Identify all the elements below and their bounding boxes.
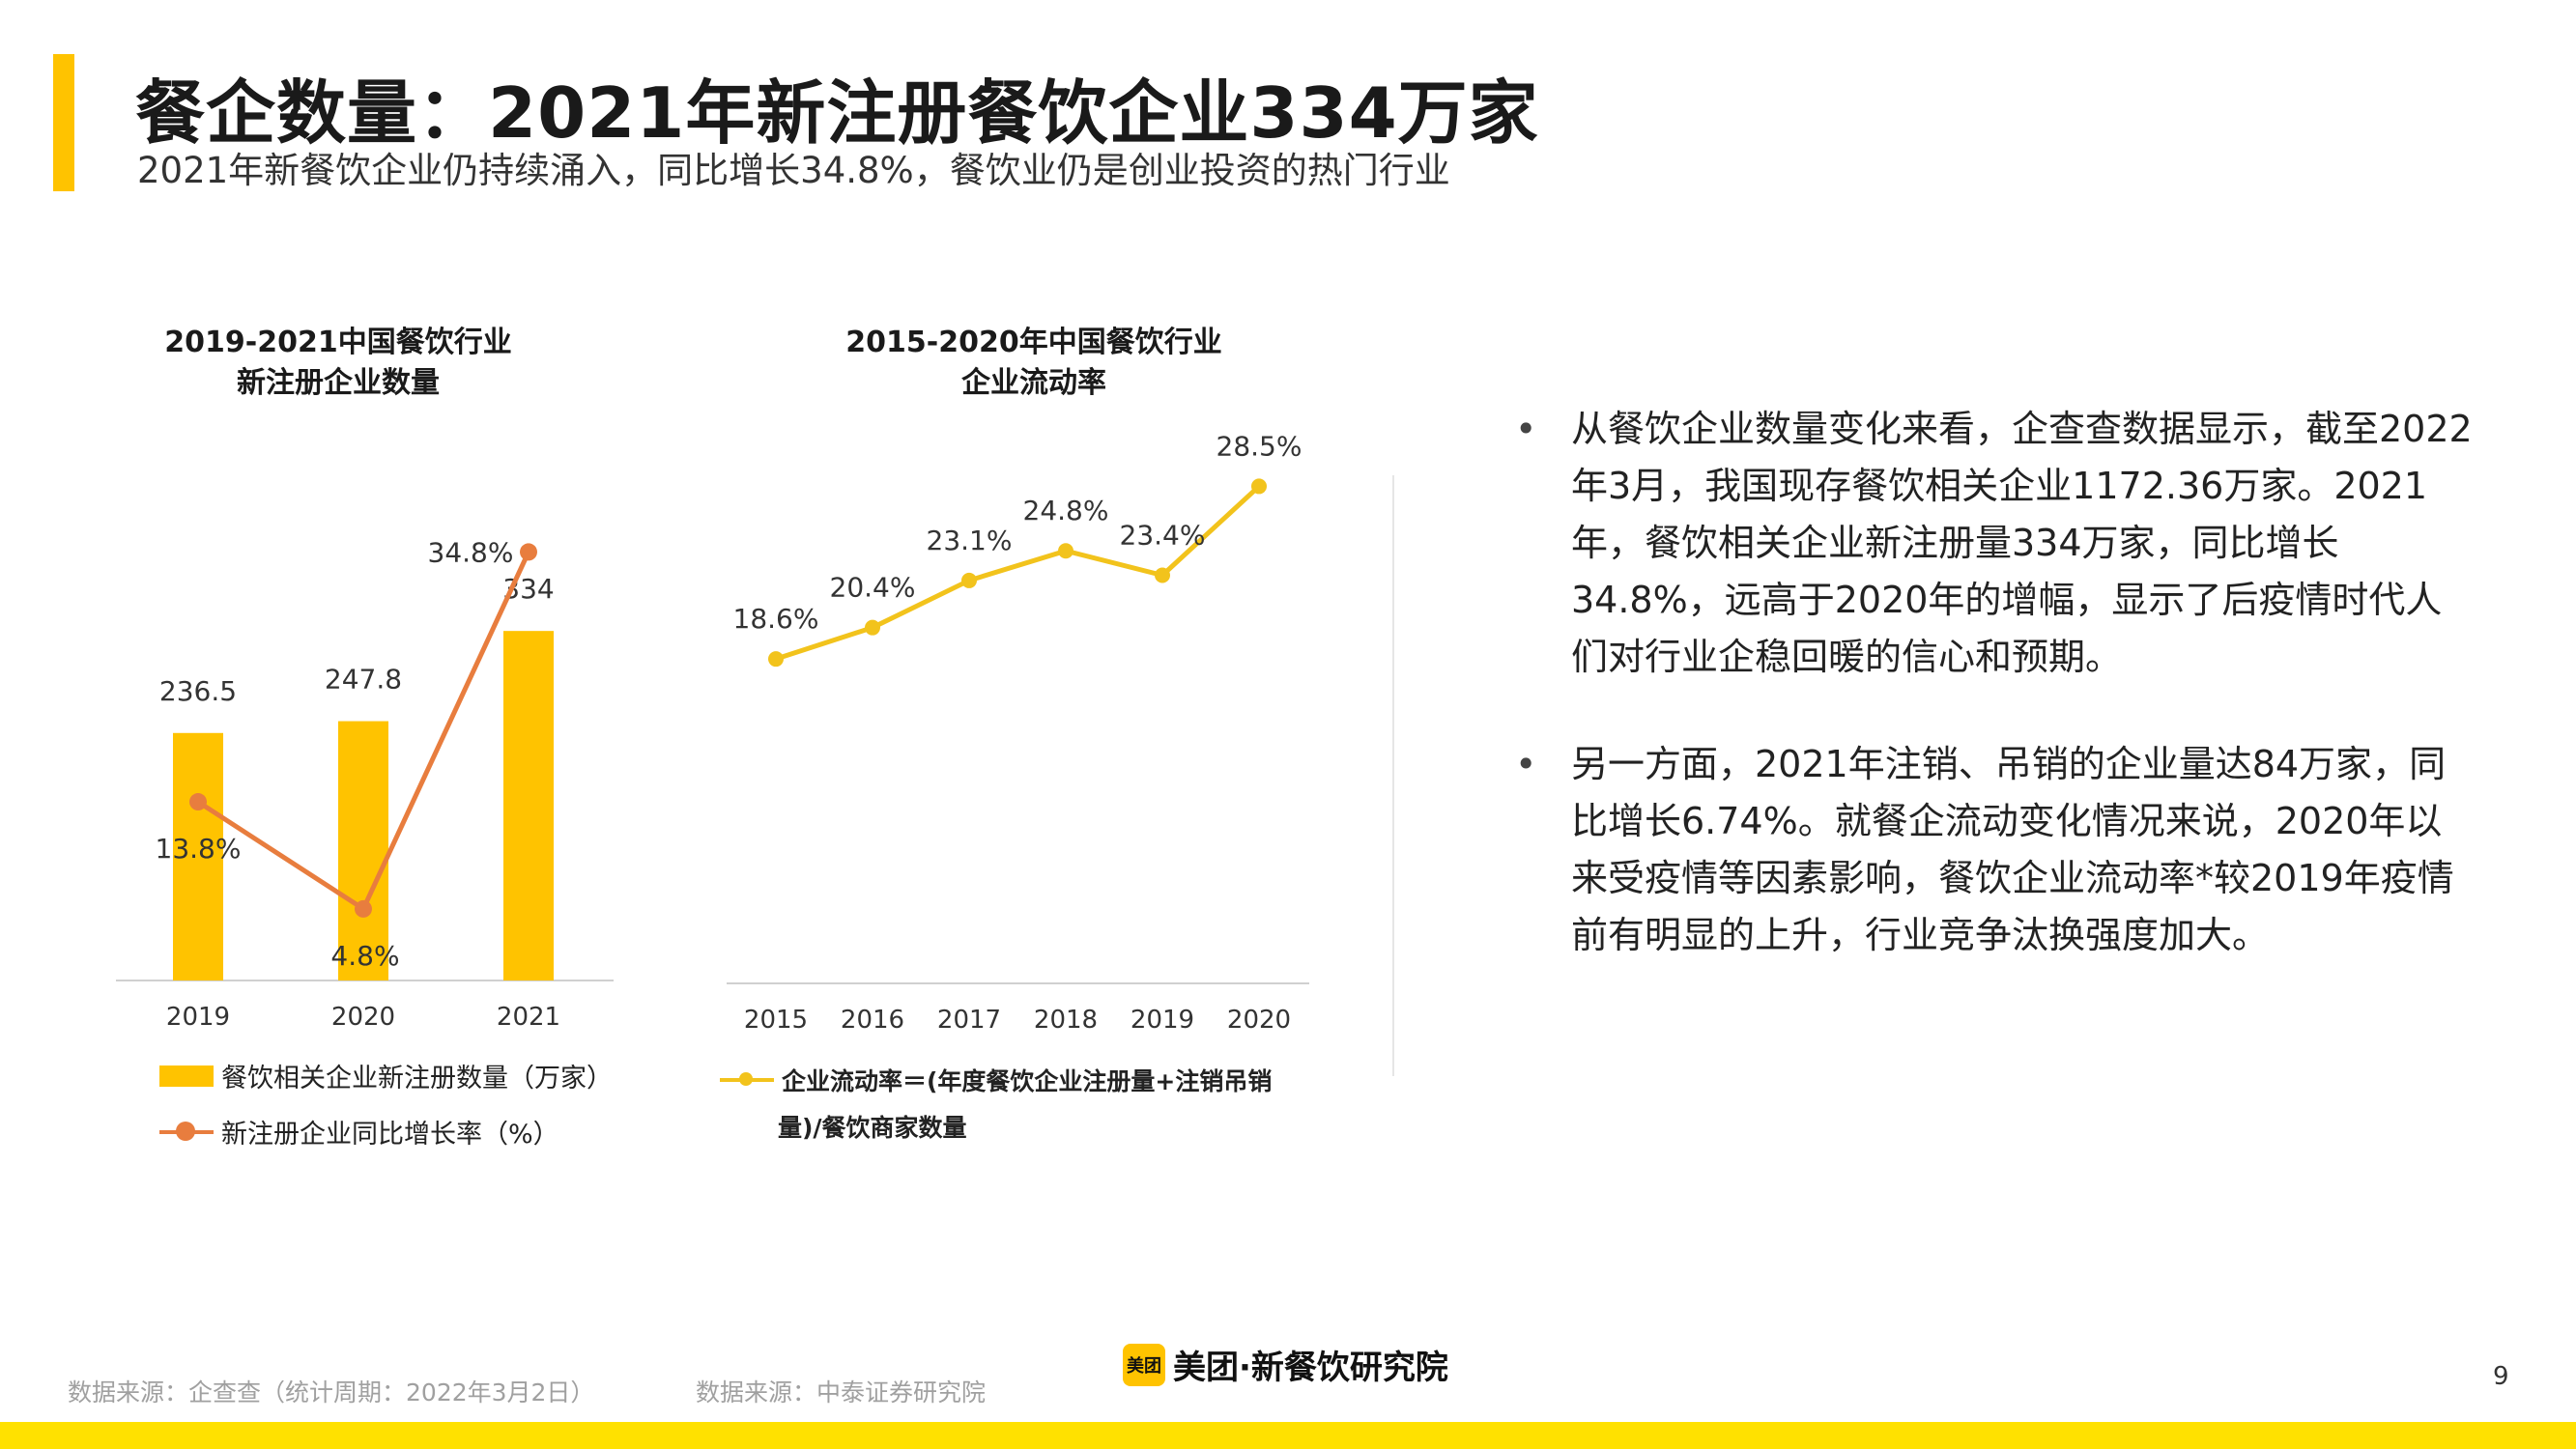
- chart1-title: 2019-2021中国餐饮行业 新注册企业数量: [116, 323, 560, 404]
- chart2-point: [961, 572, 977, 588]
- chart2-title-line2: 企业流动率: [961, 366, 1106, 400]
- chart2-x-tick: 2020: [1227, 1006, 1291, 1035]
- bullet-list: • 从餐饮企业数量变化来看，企查查数据显示，截至2022年3月，我国现存餐饮相关…: [1507, 401, 2474, 1014]
- chart1-legend-line: 新注册企业同比增长率（%）: [159, 1113, 559, 1151]
- chart2-point: [1251, 478, 1267, 495]
- footer-accent-bar: [0, 1422, 2576, 1449]
- chart1-growth-point: [189, 793, 207, 811]
- chart2-point: [768, 651, 784, 668]
- bullet-marker: •: [1515, 743, 1537, 785]
- chart1-legend-line-label: 新注册企业同比增长率（%）: [221, 1120, 559, 1150]
- bullet-text: 另一方面，2021年注销、吊销的企业量达84万家，同比增长6.74%。就餐企流动…: [1571, 743, 2454, 956]
- title-accent-bar: [53, 54, 74, 191]
- chart2-point-label: 20.4%: [830, 572, 916, 604]
- bullet-item: • 另一方面，2021年注销、吊销的企业量达84万家，同比增长6.74%。就餐企…: [1507, 736, 2474, 964]
- chart2-legend-label: 企业流动率＝(年度餐饮企业注册量+注销吊销: [782, 1067, 1273, 1095]
- chart1-title-line2: 新注册企业数量: [237, 366, 440, 400]
- bullet-marker: •: [1515, 408, 1537, 450]
- legend-bar-swatch: [159, 1065, 214, 1087]
- chart1-x-tick: 2019: [166, 1003, 230, 1032]
- chart2-x-tick: 2017: [937, 1006, 1001, 1035]
- chart1-x-tick: 2020: [331, 1003, 395, 1032]
- chart2-legend-label-cont: 量)/餐饮商家数量: [778, 1114, 967, 1142]
- chart2-point-label: 18.6%: [733, 603, 819, 635]
- legend-line-swatch: [720, 1067, 774, 1093]
- chart2-x-tick: 2016: [841, 1006, 904, 1035]
- chart1-growth-point: [520, 543, 537, 561]
- page-subtitle: 2021年新餐饮企业仍持续涌入，同比增长34.8%，餐饮业仍是创业投资的热门行业: [137, 150, 1450, 191]
- legend-line-swatch: [159, 1120, 214, 1145]
- data-source-right: 数据来源：中泰证券研究院: [696, 1378, 987, 1406]
- chart1-growth-label: 4.8%: [330, 940, 399, 972]
- chart1-growth-label: 34.8%: [428, 536, 514, 568]
- chart1-bar-label: 236.5: [159, 675, 237, 707]
- chart1-legend-bar-label: 餐饮相关企业新注册数量（万家）: [221, 1064, 613, 1094]
- brand-text: 美团·新餐饮研究院: [1173, 1349, 1448, 1387]
- chart2-point: [1058, 543, 1073, 559]
- bullet-text: 从餐饮企业数量变化来看，企查查数据显示，截至2022年3月，我国现存餐饮相关企业…: [1571, 408, 2473, 678]
- chart2-point-label: 23.4%: [1120, 520, 1206, 552]
- chart2-x-tick: 2018: [1034, 1006, 1098, 1035]
- chart2-x-tick: 2015: [744, 1006, 808, 1035]
- chart2-point-label: 28.5%: [1216, 430, 1302, 462]
- bullet-item: • 从餐饮企业数量变化来看，企查查数据显示，截至2022年3月，我国现存餐饮相关…: [1507, 401, 2474, 686]
- chart1-bar: [338, 721, 388, 980]
- chart2-point: [1155, 567, 1170, 583]
- chart1-bar: [503, 631, 554, 980]
- meituan-logo-icon: 美团: [1123, 1343, 1165, 1386]
- data-source-left: 数据来源：企查查（统计周期：2022年3月2日）: [68, 1378, 595, 1406]
- page-title: 餐企数量：2021年新注册餐饮企业334万家: [135, 72, 1539, 154]
- chart1-growth-point: [355, 899, 372, 918]
- chart2-point: [865, 619, 880, 636]
- chart2-point-label: 24.8%: [1023, 495, 1109, 526]
- chart2-legend: 企业流动率＝(年度餐饮企业注册量+注销吊销: [720, 1063, 1272, 1097]
- chart1-bar: [173, 732, 223, 980]
- chart1-growth-label: 13.8%: [156, 833, 242, 865]
- chart-divider: [1392, 475, 1394, 1076]
- chart1-title-line1: 2019-2021中国餐饮行业: [164, 326, 512, 359]
- chart2-x-tick: 2019: [1131, 1006, 1194, 1035]
- chart2-title: 2015-2020年中国餐饮行业 企业流动率: [802, 323, 1266, 404]
- chart1-x-tick: 2021: [497, 1003, 560, 1032]
- chart2-line: [775, 484, 1261, 662]
- page-number: 9: [2493, 1362, 2509, 1391]
- chart2-title-line1: 2015-2020年中国餐饮行业: [845, 326, 1222, 359]
- brand: 美团 美团·新餐饮研究院: [1123, 1341, 1448, 1388]
- chart2-point-label: 23.1%: [927, 525, 1013, 556]
- chart1-legend-bar: 餐饮相关企业新注册数量（万家）: [159, 1057, 613, 1094]
- chart1-bar-label: 247.8: [325, 664, 402, 696]
